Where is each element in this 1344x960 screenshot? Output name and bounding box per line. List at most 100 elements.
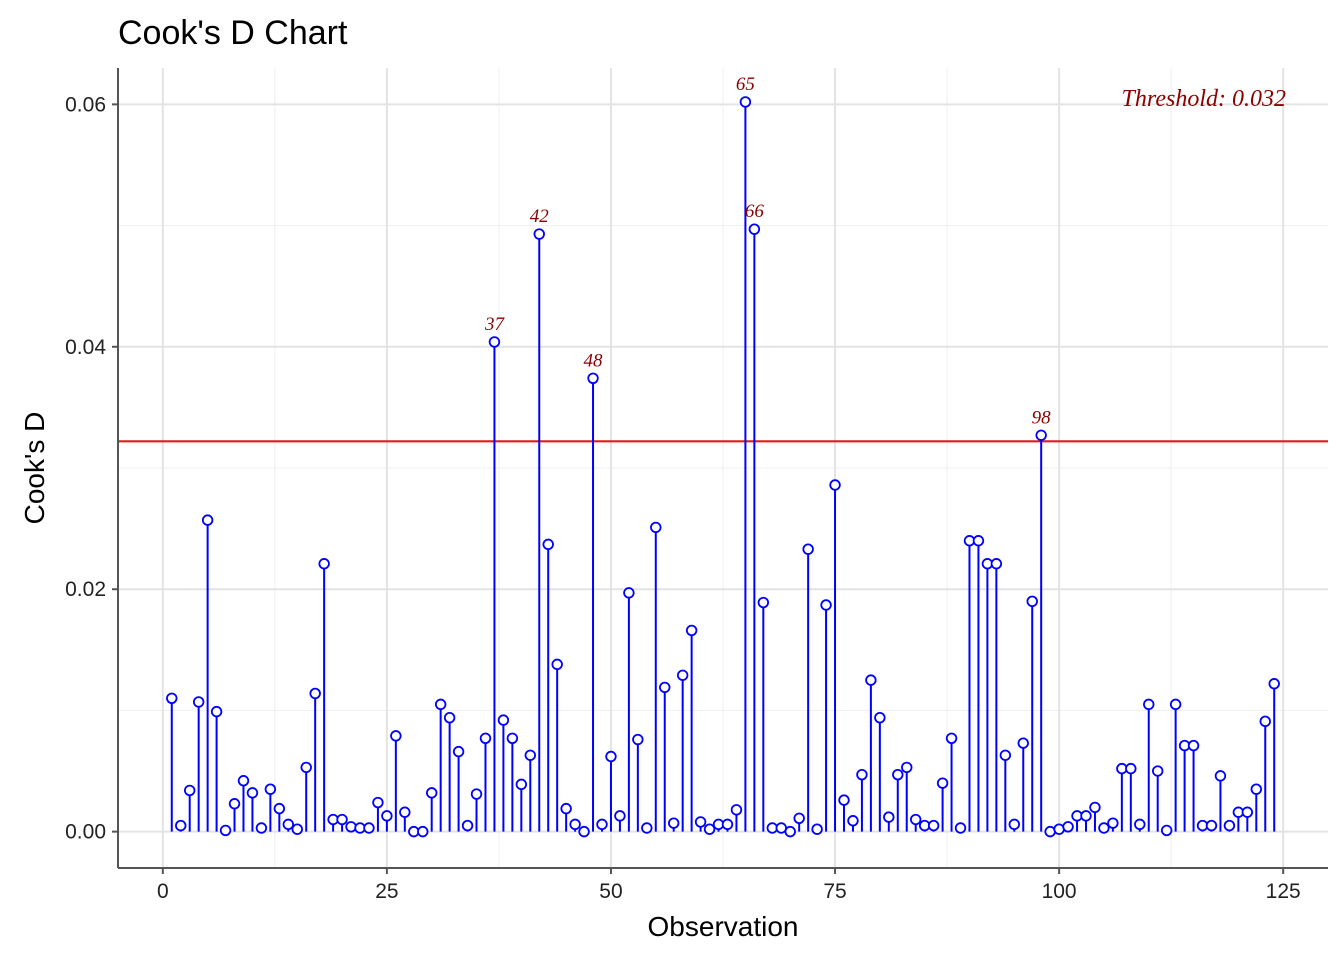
point-obs-46 [569, 818, 581, 831]
point-obs-63 [721, 818, 734, 831]
point-obs-84 [910, 813, 922, 826]
point-obs-61 [703, 823, 716, 835]
point-obs-104 [1089, 801, 1101, 814]
point-obs-57 [668, 817, 680, 829]
tick-labels: 0 25 50 75 100 125 0.00 0.02 0.04 0.06 [65, 93, 1301, 903]
point-obs-73 [811, 823, 823, 835]
point-obs-75 [829, 479, 841, 491]
point-obs-108 [1125, 762, 1137, 775]
x-tick-label: 100 [1042, 880, 1077, 903]
point-obs-109 [1134, 818, 1146, 831]
x-axis-label: Observation [648, 911, 799, 942]
point-obs-2 [175, 819, 187, 832]
point-obs-121 [1241, 806, 1254, 818]
point-obs-51 [614, 810, 626, 822]
annotation-obs-48: 48 [584, 350, 604, 371]
point-obs-89 [954, 822, 967, 834]
point-obs-72 [802, 543, 814, 555]
point-obs-119 [1223, 819, 1236, 832]
point-obs-81 [883, 811, 895, 823]
point-obs-124 [1268, 678, 1280, 690]
point-obs-83 [901, 761, 913, 774]
point-obs-86 [927, 819, 940, 832]
point-obs-10 [246, 787, 259, 799]
point-obs-71 [793, 812, 805, 825]
point-obs-115 [1187, 739, 1200, 752]
point-obs-26 [390, 730, 402, 742]
point-obs-12 [264, 783, 277, 795]
point-obs-43 [542, 538, 554, 551]
y-tick-label: 0.06 [65, 93, 106, 116]
annotation-obs-65: 65 [736, 74, 755, 95]
point-obs-39 [506, 732, 519, 745]
point-obs-30 [426, 787, 438, 799]
point-annotations: 37 42 48 65 66 98 [484, 74, 1051, 428]
point-obs-77 [847, 815, 859, 827]
point-obs-23 [363, 822, 375, 834]
point-obs-17 [309, 687, 321, 700]
point-obs-123 [1259, 715, 1271, 728]
annotation-obs-66: 66 [745, 201, 765, 222]
point-obs-32 [443, 711, 456, 724]
x-tick-label: 75 [823, 880, 846, 903]
point-obs-78 [856, 768, 868, 781]
annotation-obs-42: 42 [530, 206, 550, 227]
point-obs-3 [184, 784, 196, 797]
point-obs-21 [345, 821, 357, 833]
point-obs-24 [372, 796, 384, 809]
point-obs-18 [318, 558, 330, 570]
chart-title: Cook's D Chart [118, 14, 348, 52]
point-obs-105 [1098, 822, 1110, 834]
point-obs-13 [273, 802, 286, 815]
point-obs-55 [650, 521, 662, 534]
point-obs-118 [1214, 770, 1227, 782]
x-tick-label: 50 [599, 880, 622, 903]
point-obs-80 [874, 711, 886, 724]
point-obs-101 [1062, 821, 1074, 833]
point-obs-16 [300, 761, 312, 774]
point-obs-87 [936, 777, 949, 789]
point-obs-112 [1160, 824, 1173, 837]
point-obs-98 [1035, 429, 1047, 441]
point-obs-76 [838, 794, 850, 806]
point-obs-48 [587, 372, 599, 385]
point-obs-20 [336, 813, 348, 826]
point-obs-103 [1080, 810, 1092, 822]
point-obs-54 [641, 822, 653, 834]
point-obs-42 [533, 228, 545, 240]
point-obs-60 [694, 816, 707, 828]
annotation-obs-37: 37 [484, 314, 506, 335]
point-obs-45 [560, 802, 572, 815]
point-obs-36 [479, 732, 492, 745]
point-obs-96 [1017, 737, 1029, 749]
data-points [166, 96, 1280, 838]
point-obs-113 [1169, 698, 1182, 711]
y-axis-label: Cook's D [19, 412, 50, 525]
point-obs-41 [524, 749, 536, 761]
x-tick-label: 0 [157, 880, 169, 903]
point-obs-11 [255, 822, 268, 834]
point-obs-91 [972, 535, 985, 547]
point-obs-65 [739, 96, 752, 108]
point-obs-56 [659, 681, 671, 694]
x-tick-label: 25 [375, 880, 398, 903]
point-obs-7 [219, 824, 232, 837]
annotation-obs-98: 98 [1032, 407, 1052, 428]
point-obs-8 [228, 798, 241, 810]
point-obs-47 [578, 825, 590, 838]
point-obs-38 [497, 714, 510, 726]
point-obs-33 [452, 745, 465, 758]
point-obs-52 [623, 587, 635, 599]
grid-lines [118, 68, 1328, 868]
point-obs-6 [210, 705, 223, 718]
point-obs-66 [748, 223, 761, 235]
point-obs-95 [1008, 818, 1020, 831]
point-obs-44 [551, 658, 563, 671]
point-obs-110 [1143, 698, 1155, 711]
point-obs-88 [945, 732, 958, 745]
point-obs-117 [1205, 819, 1218, 832]
point-obs-27 [399, 806, 411, 818]
point-obs-5 [201, 514, 214, 526]
point-obs-94 [999, 749, 1012, 761]
